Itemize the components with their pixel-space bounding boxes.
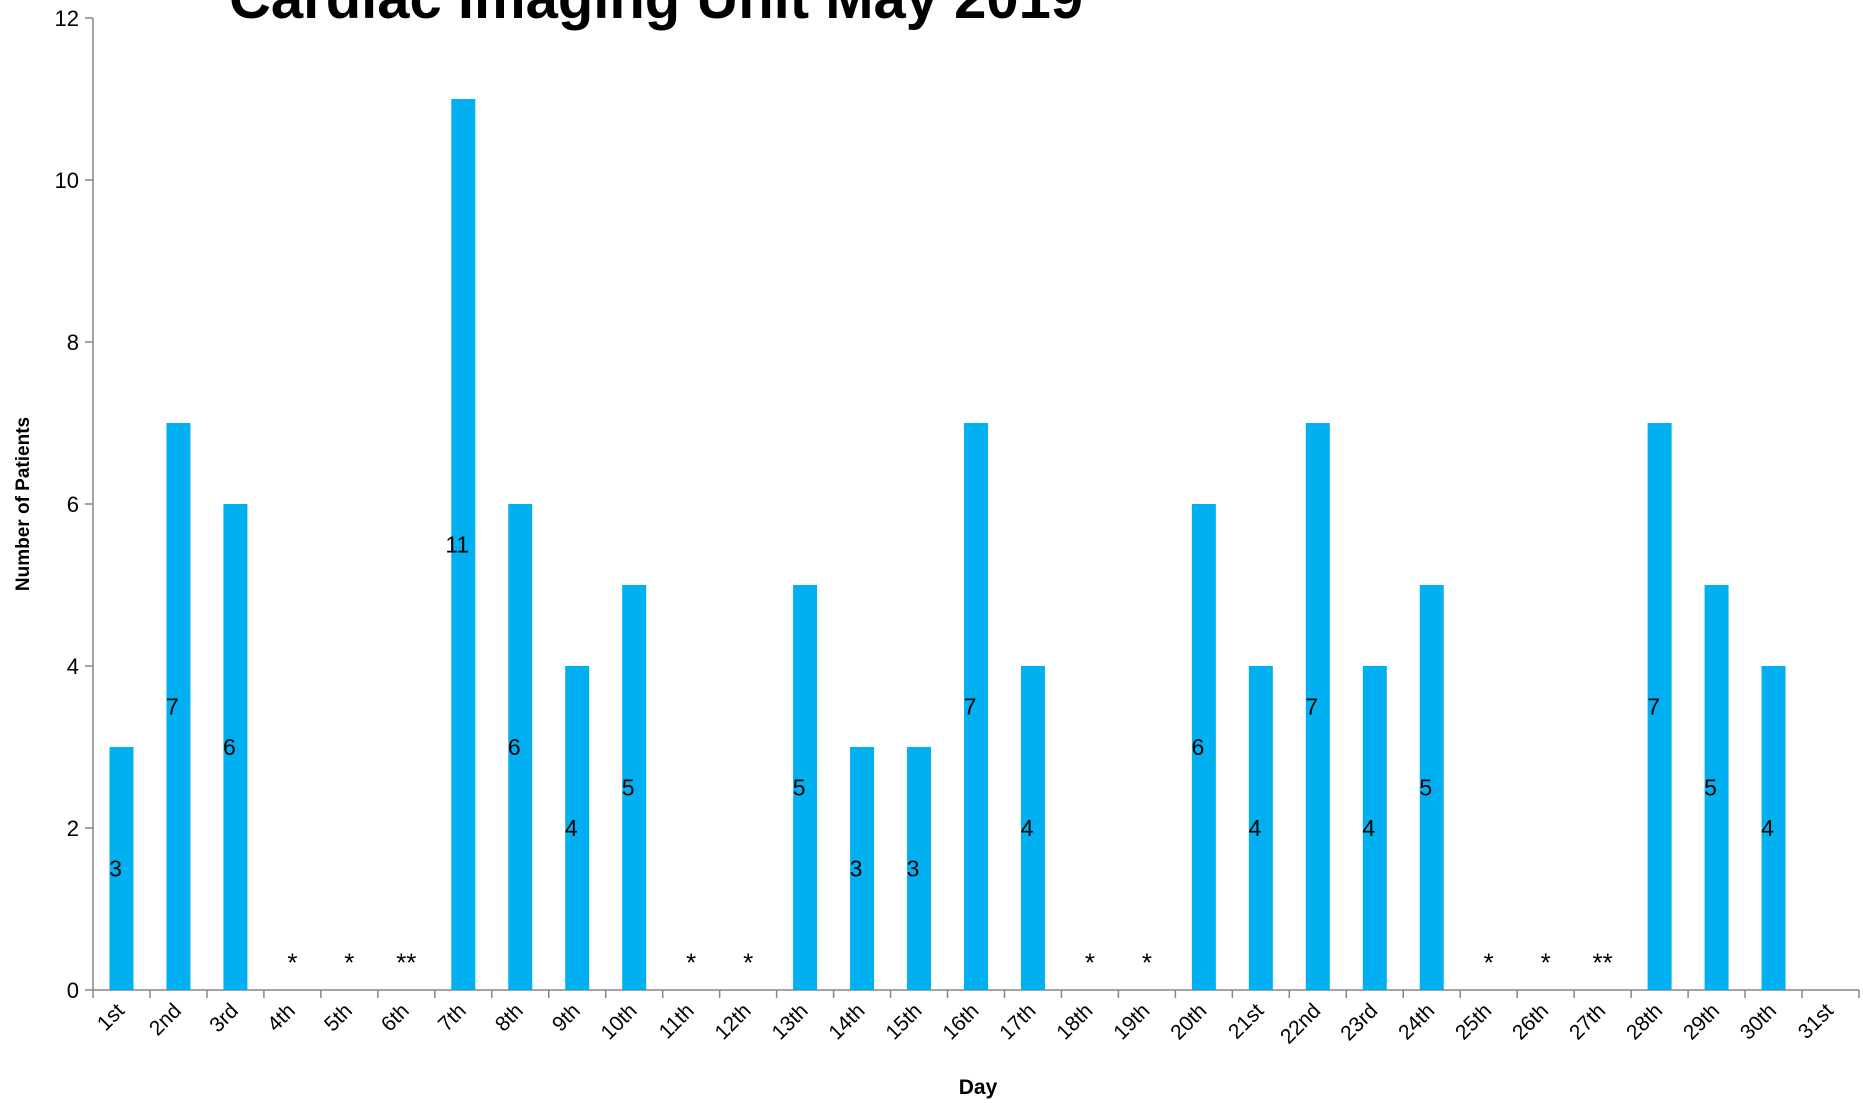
bar [109, 747, 134, 990]
data-label: 5 [1419, 775, 1432, 801]
annotation: * [287, 948, 297, 978]
bar [850, 747, 875, 990]
data-label: 3 [850, 856, 863, 882]
annotation: * [686, 948, 696, 978]
data-label: 6 [223, 734, 236, 760]
y-tick-label: 0 [67, 978, 79, 1003]
bar [1305, 423, 1330, 990]
data-label: 4 [1362, 815, 1375, 841]
bar [1419, 585, 1444, 990]
y-axis-label: Number of Patients [13, 417, 34, 591]
data-label: 7 [964, 694, 977, 720]
data-label: 7 [1647, 694, 1660, 720]
x-tick-label: 31st [1794, 999, 1838, 1043]
x-tick-label: 23rd [1336, 999, 1382, 1045]
chart-title: Cardiac Imaging Unit May 2019 [229, 0, 1083, 31]
annotation: * [344, 948, 354, 978]
x-axis-label: Day [959, 1076, 998, 1099]
x-tick-label: 20th [1166, 999, 1211, 1044]
y-tick-label: 2 [67, 816, 79, 841]
x-tick-label: 10th [597, 999, 642, 1044]
x-tick-label: 22nd [1276, 999, 1325, 1048]
bar [1191, 504, 1216, 990]
x-tick-label: 12th [710, 999, 755, 1044]
bar [964, 423, 988, 990]
x-tick-label: 6th [377, 999, 414, 1036]
y-tick-label: 6 [67, 492, 79, 517]
data-label: 3 [907, 856, 920, 882]
bar [223, 504, 248, 990]
x-tick-label: 29th [1679, 999, 1724, 1044]
x-tick-label: 9th [548, 999, 585, 1036]
bar [907, 747, 932, 990]
data-label: 4 [1248, 815, 1261, 841]
bar [1647, 423, 1672, 990]
y-tick-label: 4 [67, 654, 79, 679]
x-tick-label: 7th [434, 999, 471, 1036]
y-tick-label: 8 [67, 330, 79, 355]
data-label: 4 [1021, 815, 1034, 841]
x-tick-label: 19th [1109, 999, 1154, 1044]
x-tick-label: 24th [1394, 999, 1439, 1044]
data-label: 5 [622, 775, 635, 801]
y-tick-label: 10 [55, 168, 79, 193]
data-label: 5 [793, 775, 806, 801]
annotation: * [1484, 948, 1494, 978]
x-tick-label: 26th [1508, 999, 1553, 1044]
y-tick-label: 12 [55, 6, 79, 31]
data-label: 4 [565, 815, 578, 841]
x-tick-label: 30th [1736, 999, 1781, 1044]
bar [622, 585, 647, 990]
annotation: ** [396, 948, 416, 978]
annotation: * [1142, 948, 1152, 978]
data-label: 11 [445, 532, 469, 558]
x-tick-label: 2nd [145, 999, 186, 1040]
data-label: 5 [1704, 775, 1717, 801]
bar [565, 666, 590, 990]
x-tick-label: 8th [491, 999, 528, 1036]
data-label: 6 [1191, 734, 1204, 760]
bar [1761, 666, 1786, 990]
bar [1020, 666, 1045, 990]
annotation: ** [1593, 948, 1613, 978]
data-label: 4 [1761, 815, 1774, 841]
bar [1248, 666, 1273, 990]
x-tick-label: 1st [93, 999, 129, 1035]
x-tick-label: 5th [320, 999, 357, 1036]
bar [451, 99, 476, 990]
x-tick-label: 17th [995, 999, 1040, 1044]
bar [166, 423, 191, 990]
data-label: 7 [166, 694, 179, 720]
data-label: 7 [1305, 694, 1318, 720]
x-tick-label: 14th [824, 999, 869, 1044]
x-tick-label: 13th [767, 999, 812, 1044]
bar [793, 585, 818, 990]
annotation: * [743, 948, 753, 978]
bar [1362, 666, 1387, 990]
x-tick-label: 25th [1451, 999, 1496, 1044]
annotation: * [1085, 948, 1095, 978]
bar [1704, 585, 1729, 990]
x-tick-label: 4th [263, 999, 300, 1036]
data-label: 6 [508, 734, 521, 760]
x-tick-label: 27th [1565, 999, 1610, 1044]
x-tick-label: 18th [1052, 999, 1097, 1044]
x-tick-label: 21st [1224, 999, 1268, 1043]
data-label: 3 [109, 856, 122, 882]
x-tick-label: 28th [1622, 999, 1667, 1044]
x-tick-label: 11th [655, 999, 699, 1043]
annotation: * [1541, 948, 1551, 978]
x-tick-label: 15th [881, 999, 926, 1044]
bar [508, 504, 533, 990]
x-tick-label: 3rd [205, 999, 243, 1037]
x-tick-label: 16th [938, 999, 983, 1044]
